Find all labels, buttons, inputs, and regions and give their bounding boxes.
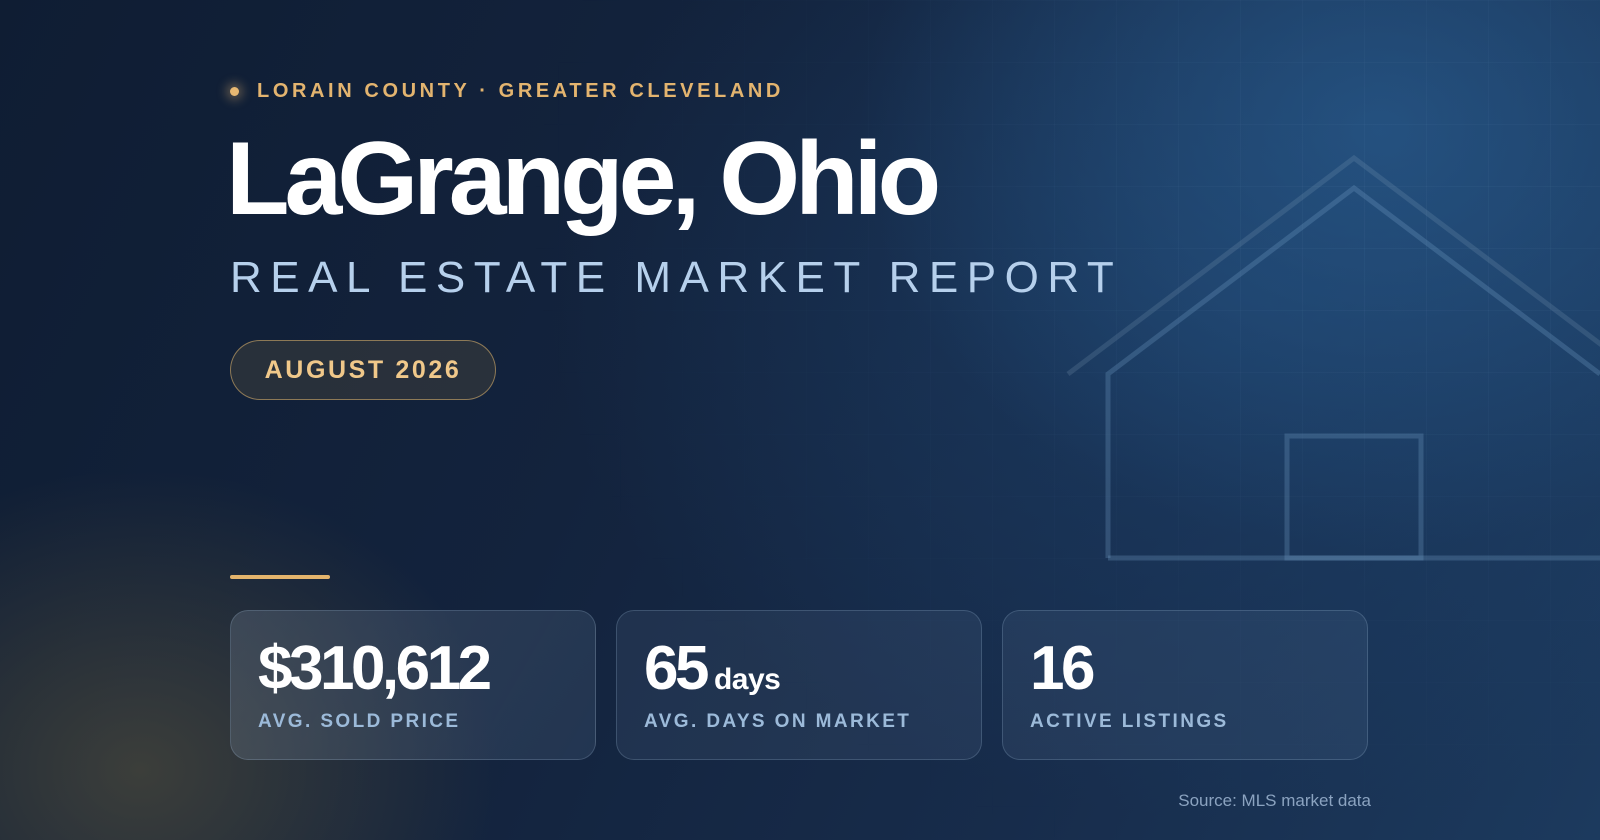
stat-value: 16 [1030,634,1095,703]
stat-card-active-listings: 16 ACTIVE LISTINGS [1002,610,1368,760]
location-dot-icon [230,87,239,96]
stat-number: 16 [1030,634,1095,703]
stat-value: $310,612 [258,634,492,703]
stats-row: $310,612 AVG. SOLD PRICE 65 days AVG. DAY… [230,610,1368,760]
stat-number: 65 [644,634,709,703]
stat-label: ACTIVE LISTINGS [1030,711,1229,732]
report-subtitle: REAL ESTATE MARKET REPORT [230,253,1123,302]
stat-unit: days [713,663,781,696]
source-note: Source: MLS market data [1178,791,1371,810]
page-title: LaGrange, Ohio [226,121,941,237]
accent-divider [230,575,330,579]
date-badge-label: AUGUST 2026 [264,355,462,384]
stat-number: $310,612 [258,634,492,703]
stat-card-avg-sold-price: $310,612 AVG. SOLD PRICE [230,610,596,760]
stat-label: AVG. DAYS ON MARKET [644,711,912,732]
location-kicker: LORAIN COUNTY · GREATER CLEVELAND [230,80,784,103]
location-kicker-text: LORAIN COUNTY · GREATER CLEVELAND [257,80,784,102]
stat-label: AVG. SOLD PRICE [258,711,461,732]
stat-value: 65 days [644,634,781,703]
date-badge: AUGUST 2026 [230,340,496,400]
stat-card-avg-days-on-market: 65 days AVG. DAYS ON MARKET [616,610,982,760]
